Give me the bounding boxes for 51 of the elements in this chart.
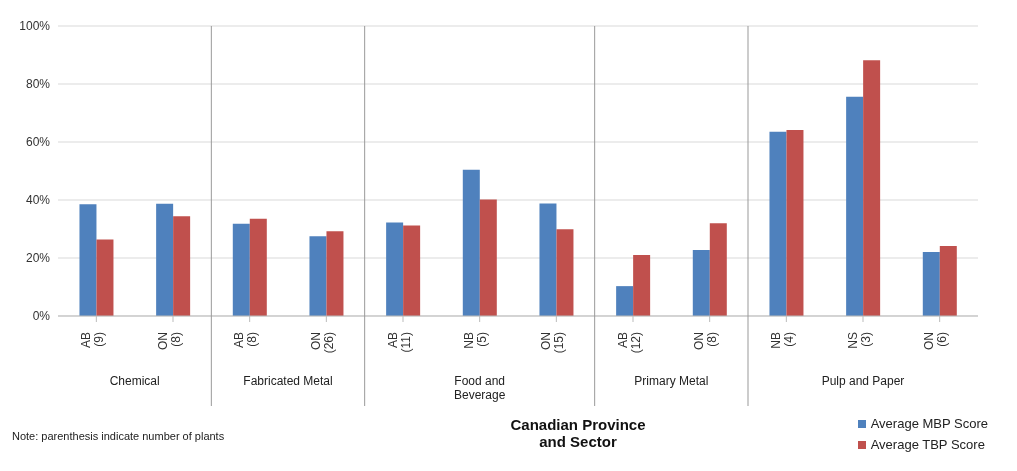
legend-label: Average TBP Score <box>870 437 985 452</box>
text: Pulp and Paper <box>820 374 906 388</box>
bar <box>309 236 327 316</box>
x-tick-label: ON (8) <box>155 332 183 350</box>
x-tick-label: ON (6) <box>922 332 950 350</box>
x-tick-label: ON (8) <box>692 332 720 350</box>
bar <box>326 231 344 316</box>
x-tick-label: AB (9) <box>78 332 106 349</box>
text: Chemical <box>108 374 161 388</box>
y-tick-label: 20% <box>25 251 51 266</box>
x-axis-title: Canadian Province and Sector <box>509 416 647 450</box>
bar <box>922 251 940 316</box>
bar <box>539 203 557 316</box>
bar <box>709 223 727 316</box>
bar <box>616 286 634 316</box>
x-tick-label: NS (3) <box>845 332 873 349</box>
y-tick-label: 60% <box>25 135 51 150</box>
bar <box>556 229 574 316</box>
bar <box>96 239 114 316</box>
x-tick-label: AB (11) <box>385 332 413 353</box>
x-tick-label: NB (5) <box>462 332 490 349</box>
bar <box>173 216 191 316</box>
bar <box>156 203 174 316</box>
text: Food and Beverage <box>452 374 507 402</box>
bar <box>79 204 97 316</box>
bar <box>249 218 267 316</box>
bar <box>786 130 804 316</box>
text: Primary Metal <box>633 374 710 388</box>
text: Fabricated Metal <box>242 374 333 388</box>
x-tick-label: AB (8) <box>232 332 260 349</box>
bar <box>633 255 651 316</box>
bar <box>403 225 421 316</box>
legend-label: Average MBP Score <box>870 416 988 431</box>
bar <box>692 249 710 316</box>
y-tick-label: 40% <box>25 193 51 208</box>
x-tick-label: ON (26) <box>308 332 336 354</box>
y-tick-label: 80% <box>25 77 51 92</box>
x-tick-label: NB (4) <box>768 332 796 349</box>
bar <box>479 199 497 316</box>
y-tick-label: 0% <box>32 309 51 324</box>
text: Note: parenthesis indicate number of plants <box>12 430 225 442</box>
bar <box>846 96 864 316</box>
bar <box>769 131 787 316</box>
bar <box>386 222 404 316</box>
x-tick-label: ON (15) <box>538 332 566 354</box>
y-tick-label: 100% <box>19 19 51 34</box>
bar <box>939 246 957 316</box>
bar <box>232 223 250 316</box>
bar <box>863 60 881 316</box>
bar <box>462 169 480 316</box>
x-tick-label: AB (12) <box>615 332 643 354</box>
